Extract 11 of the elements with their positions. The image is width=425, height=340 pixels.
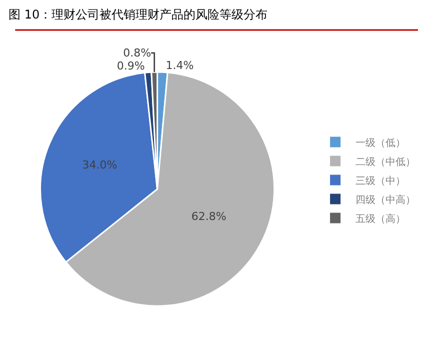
legend-label: 三级（中）	[355, 174, 406, 187]
chart-title: 图 10：理财公司被代销理财产品的风险等级分布	[8, 8, 268, 22]
data-label: 34.0%	[82, 158, 118, 172]
data-label: 62.8%	[191, 210, 226, 224]
data-label: 1.4%	[166, 59, 194, 72]
legend-label: 二级（中低）	[355, 156, 416, 168]
data-label: 0.9%	[116, 59, 145, 72]
legend-label: 一级（低）	[355, 136, 406, 149]
legend-label: 四级（中高）	[355, 194, 416, 206]
legend-label: 五级（高）	[355, 212, 406, 225]
data-label: 0.8%	[123, 46, 152, 60]
